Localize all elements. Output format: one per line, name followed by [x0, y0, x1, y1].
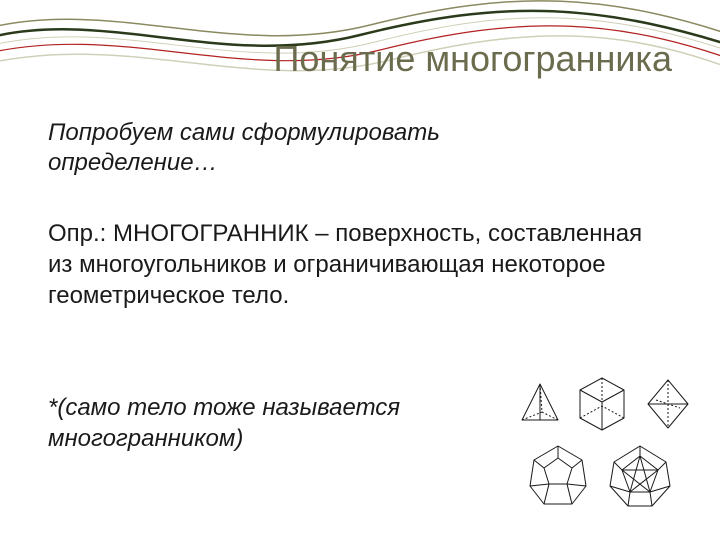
- note-text: *(само тело тоже называется многогранник…: [48, 392, 548, 454]
- intro-text: Попробуем сами сформулировать определени…: [48, 118, 608, 178]
- polyhedra-illustration: [498, 374, 698, 514]
- octahedron-icon: [648, 380, 688, 428]
- icosahedron-icon: [610, 446, 670, 506]
- cube-icon: [580, 378, 624, 430]
- definition-text: Опр.: МНОГОГРАННИК – поверхность, состав…: [48, 218, 668, 312]
- tetrahedron-icon: [522, 384, 558, 420]
- page-title: Понятие многогранника: [273, 38, 672, 80]
- dodecahedron-icon: [530, 446, 586, 504]
